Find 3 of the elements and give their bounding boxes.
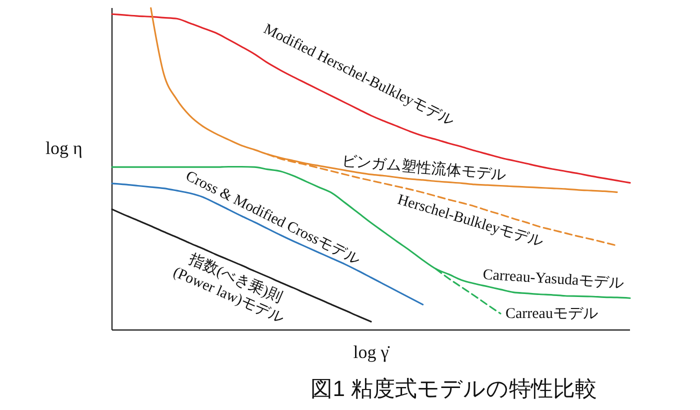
text: 図1 粘度式モデルの特性比較	[310, 376, 598, 401]
x-axis-title: log γ̇	[353, 342, 390, 362]
y-axis-title: log η	[46, 138, 82, 158]
